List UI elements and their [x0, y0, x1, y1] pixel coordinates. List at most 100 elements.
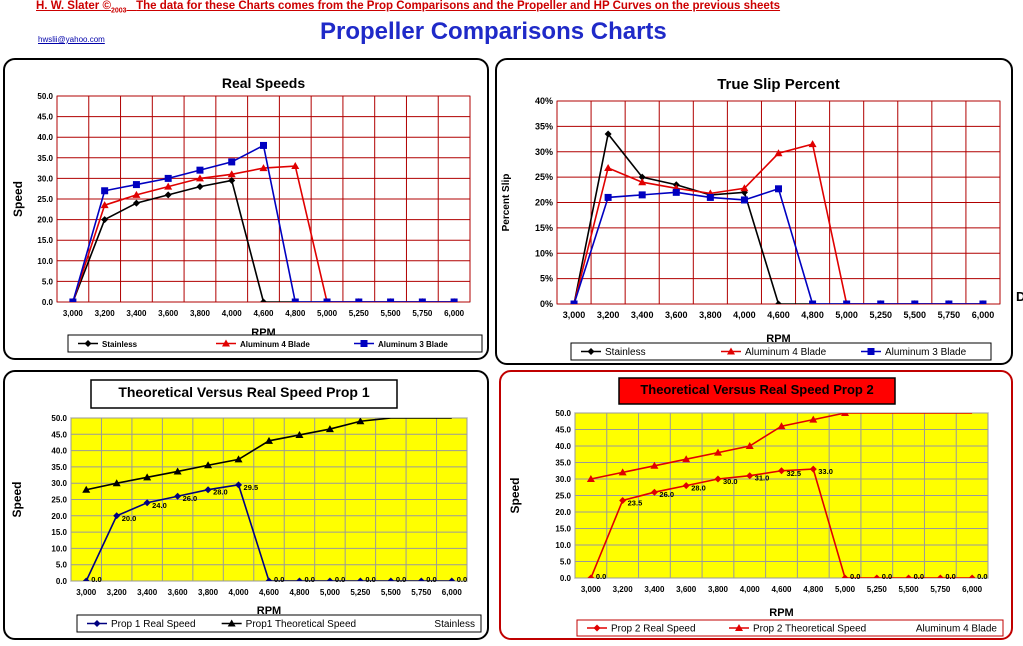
y-tick-label: 35.0: [555, 459, 571, 468]
data-point: [174, 492, 182, 500]
y-tick-label: 25.0: [555, 492, 571, 501]
y-tick-label: 10.0: [555, 541, 571, 550]
x-tick-label: 5,250: [867, 585, 888, 594]
data-point: [173, 467, 182, 475]
data-point: [69, 298, 77, 302]
x-tick-label: 5,500: [899, 585, 920, 594]
y-tick-label: 5.0: [42, 277, 54, 286]
x-tick-label: 3,800: [190, 309, 211, 318]
data-point: [143, 473, 152, 481]
data-point: [132, 181, 140, 189]
legend-box: [76, 614, 482, 633]
data-point: [936, 574, 944, 578]
data-point: [355, 298, 363, 302]
data-point: [418, 298, 426, 302]
x-tick-label: 5,000: [317, 309, 338, 318]
x-tick-label: 4,600: [767, 310, 790, 320]
x-tick-label: 5,250: [869, 310, 892, 320]
x-tick-label: 5,000: [835, 310, 858, 320]
y-axis-title: Speed: [11, 181, 25, 217]
data-point: [873, 574, 881, 578]
series-0: [82, 481, 456, 581]
true-slip-chart: True Slip Percent 0% 5% 10% 15% 20% 25% 30% 35% 4…: [501, 76, 1001, 361]
data-point: [260, 141, 267, 149]
y-tick-label: 0.0: [42, 298, 54, 307]
x-tick-label: 4,800: [285, 309, 306, 318]
x-tick-label: 5,250: [349, 309, 370, 318]
data-point: [204, 461, 213, 469]
y-tick-label: 15%: [535, 223, 553, 233]
chart-title: Real Speeds: [222, 75, 305, 91]
x-tick-label: 4,600: [253, 309, 274, 318]
x-tick-label: 6,000: [972, 310, 995, 320]
data-point: [650, 488, 658, 496]
x-tick-label: 3,400: [644, 585, 665, 594]
data-point: [619, 496, 627, 504]
x-tick-label: 5,000: [835, 585, 856, 594]
y-tick-label: 25.0: [51, 496, 67, 505]
data-point: [291, 162, 300, 170]
chart-panel-prop2: Theoretical Versus Real Speed Prop 2 0.0 5…: [499, 370, 1013, 640]
x-tick-label: 4,000: [229, 588, 250, 597]
data-point: [638, 178, 647, 186]
data-label: 29.5: [244, 483, 259, 492]
legend-note: Stainless: [434, 619, 475, 630]
data-point: [112, 479, 121, 487]
data-point: [778, 467, 785, 475]
y-tick-label: 35.0: [37, 154, 53, 163]
series-2: [69, 141, 458, 302]
y-tick-label: 30.0: [51, 479, 67, 488]
x-tick-label: 6,000: [442, 588, 463, 597]
x-tick-label: 5,750: [938, 310, 961, 320]
data-label: 28.0: [213, 488, 228, 497]
y-tick-label: 25%: [535, 172, 553, 182]
data-point: [905, 574, 913, 578]
x-tick-label: 5,000: [320, 588, 341, 597]
data-point: [164, 191, 172, 199]
x-tick-label: 5,500: [904, 310, 927, 320]
data-point: [746, 472, 754, 480]
data-point: [323, 298, 331, 302]
x-tick-label: 4,800: [801, 310, 824, 320]
y-axis-title: Speed: [508, 477, 522, 513]
y-tick-label: 10.0: [51, 544, 67, 553]
data-point: [775, 185, 782, 193]
chart-title-box: [618, 377, 896, 405]
data-point: [265, 577, 273, 581]
data-point: [809, 300, 817, 304]
data-point: [228, 176, 236, 184]
y-axis-title: Percent Slip: [501, 174, 512, 232]
x-tick-label: 3,600: [676, 585, 697, 594]
header-note: H. W. Slater ©2003 The data for these Ch…: [36, 0, 780, 14]
data-point: [586, 475, 595, 482]
data-point: [745, 442, 754, 449]
data-point: [196, 183, 204, 191]
y-tick-label: 40.0: [37, 133, 53, 142]
chart-panel-true-slip: True Slip Percent 0% 5% 10% 15% 20% 25% 30% 35% 4…: [495, 58, 1013, 365]
x-tick-label: 3,800: [699, 310, 722, 320]
y-tick-label: 35%: [535, 121, 553, 131]
data-point: [417, 577, 425, 581]
data-label: 0.0: [850, 572, 860, 581]
series-1: [82, 418, 452, 493]
data-point: [132, 199, 140, 207]
data-point: [570, 300, 578, 304]
data-point: [113, 512, 121, 520]
x-tick-label: 4,000: [222, 309, 243, 318]
y-tick-label: 0.0: [56, 577, 68, 586]
y-tick-label: 30%: [535, 147, 553, 157]
data-point: [295, 430, 304, 438]
x-tick-label: 5,500: [381, 309, 402, 318]
data-point: [260, 298, 267, 302]
x-tick-label: 4,000: [733, 310, 756, 320]
legend-label: Aluminum 4 Blade: [240, 340, 310, 349]
legend-label: Prop 2 Real Speed: [611, 624, 696, 635]
legend-label: Stainless: [605, 347, 646, 358]
y-tick-label: 15.0: [37, 236, 53, 245]
email-link[interactable]: hwslii@yahoo.com: [38, 35, 105, 44]
data-point: [265, 436, 273, 444]
data-label: 0.0: [304, 575, 314, 584]
y-tick-label: 45.0: [555, 426, 571, 435]
real-speeds-chart: Real Speeds 0.0 5.0 10.0 15.0 20.0 25.0 30.0 35.…: [11, 75, 483, 353]
data-label: 23.5: [628, 498, 643, 507]
